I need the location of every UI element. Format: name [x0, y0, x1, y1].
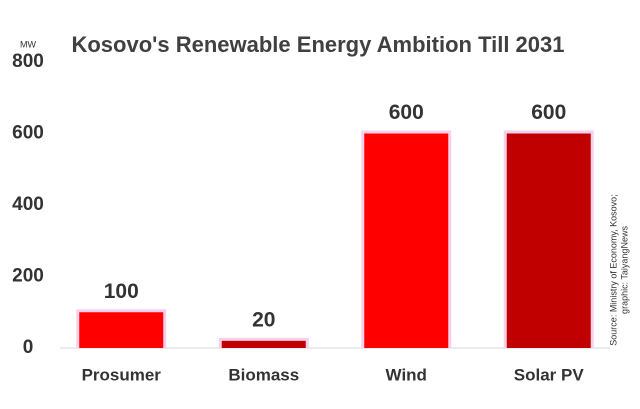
source-line: graphic: TaiyangNews	[619, 226, 629, 314]
data-label: 100	[104, 280, 139, 303]
unit-label: MW	[20, 39, 36, 49]
x-tick-label: Wind	[386, 365, 427, 384]
source-note: Source: Ministry of Economy, Kosovo; gra…	[608, 194, 629, 345]
bar	[79, 312, 164, 348]
bar	[364, 133, 449, 348]
y-tick-label: 400	[12, 194, 44, 215]
y-tick-label: 200	[12, 266, 44, 287]
x-tick-label: Prosumer	[82, 365, 162, 384]
y-tick-label: 0	[23, 337, 34, 358]
data-label: 600	[531, 101, 566, 124]
bar	[506, 133, 591, 348]
data-label: 20	[252, 308, 275, 331]
source-line: Source: Ministry of Economy, Kosovo;	[608, 194, 618, 345]
data-label: 600	[389, 101, 424, 124]
chart-title: Kosovo's Renewable Energy Ambition Till …	[71, 32, 564, 57]
y-tick-label: 800	[12, 51, 44, 72]
bar	[221, 340, 306, 348]
x-tick-label: Biomass	[228, 365, 299, 384]
y-tick-label: 600	[12, 123, 44, 144]
x-tick-label: Solar PV	[514, 365, 585, 384]
